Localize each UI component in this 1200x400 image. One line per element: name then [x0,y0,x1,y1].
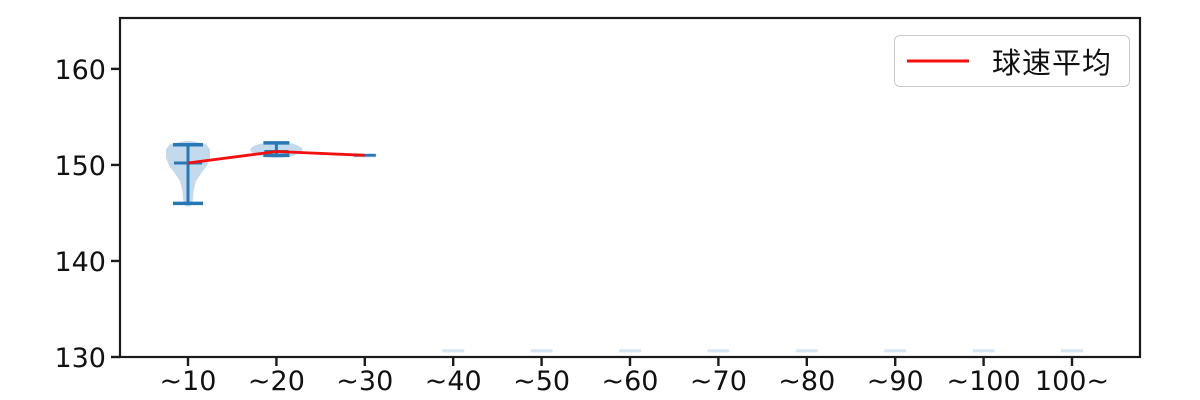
x-tick-label-~30: ~30 [336,366,393,397]
y-tick-label: 160 [54,55,106,86]
x-tick-label-~100: ~100 [947,366,1021,397]
y-tick-label: 140 [54,247,106,278]
legend[interactable]: 球速平均 [894,35,1130,87]
violin-empty-100~ [1061,349,1083,353]
x-tick-label-100~: 100~ [1035,366,1109,397]
legend-line-sample [907,59,969,63]
x-tick-label-~50: ~50 [513,366,570,397]
violin-empty-~70 [707,349,730,353]
x-tick-label-~60: ~60 [602,366,659,397]
violin-empty-~40 [442,349,465,353]
mean-velocity-line [187,150,365,165]
x-tick-label-~40: ~40 [425,366,482,397]
x-tick-label-~20: ~20 [248,366,305,397]
violin-empty-~100 [972,349,995,353]
violin-empty-~60 [619,349,641,353]
x-tick-label-~70: ~70 [690,366,747,397]
violin-empty-~50 [530,349,553,353]
y-tick-label: 130 [54,343,106,374]
x-tick-label-~90: ~90 [867,366,924,397]
legend-label: 球速平均 [992,46,1113,80]
x-tick-label-~10: ~10 [160,366,217,397]
violin-empty-~80 [795,349,818,353]
y-tick-label: 150 [54,151,106,182]
violin-empty-~90 [884,349,907,353]
x-tick-label-~80: ~80 [778,366,835,397]
